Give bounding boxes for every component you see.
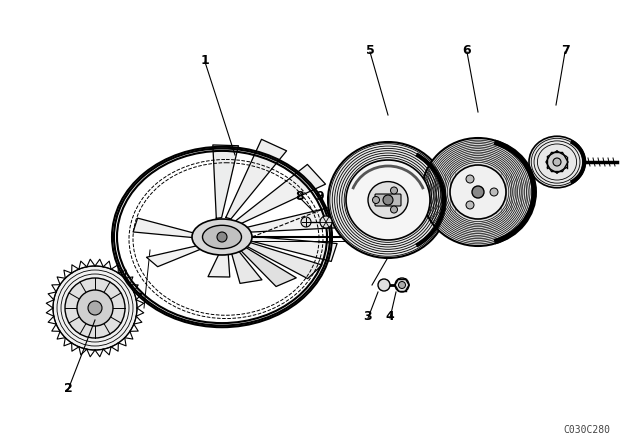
Polygon shape (241, 206, 342, 233)
Circle shape (77, 290, 113, 326)
Ellipse shape (422, 138, 534, 246)
Text: 4: 4 (386, 310, 394, 323)
Circle shape (390, 206, 397, 213)
Circle shape (88, 301, 102, 315)
Circle shape (53, 266, 137, 350)
Circle shape (490, 188, 498, 196)
FancyBboxPatch shape (375, 194, 401, 206)
Circle shape (372, 197, 380, 203)
Circle shape (466, 201, 474, 209)
Polygon shape (208, 246, 230, 277)
Polygon shape (241, 241, 322, 279)
Polygon shape (226, 139, 287, 219)
Circle shape (466, 175, 474, 183)
Circle shape (395, 278, 409, 292)
Circle shape (390, 187, 397, 194)
Ellipse shape (450, 165, 506, 219)
Circle shape (320, 216, 332, 228)
Text: 6: 6 (463, 43, 471, 56)
Text: 3: 3 (364, 310, 372, 323)
Circle shape (472, 186, 484, 198)
Circle shape (378, 279, 390, 291)
Polygon shape (244, 236, 337, 262)
Polygon shape (133, 218, 200, 238)
Polygon shape (236, 244, 296, 287)
Text: 1: 1 (200, 53, 209, 66)
Circle shape (399, 281, 406, 289)
Polygon shape (147, 244, 208, 267)
Polygon shape (235, 164, 326, 225)
Ellipse shape (368, 181, 408, 219)
Text: 8: 8 (296, 190, 304, 202)
Ellipse shape (192, 219, 252, 255)
Circle shape (65, 278, 125, 338)
Circle shape (553, 158, 561, 166)
Polygon shape (230, 246, 262, 284)
Ellipse shape (529, 136, 585, 188)
Text: C030C280: C030C280 (563, 425, 610, 435)
Text: 2: 2 (63, 382, 72, 395)
Text: 9: 9 (316, 190, 324, 202)
Text: 5: 5 (365, 43, 374, 56)
Circle shape (217, 232, 227, 242)
Ellipse shape (346, 160, 430, 240)
Circle shape (383, 195, 393, 205)
Text: 7: 7 (561, 43, 570, 56)
Ellipse shape (328, 142, 448, 258)
Ellipse shape (202, 225, 241, 249)
Circle shape (301, 217, 311, 227)
Polygon shape (213, 145, 239, 218)
